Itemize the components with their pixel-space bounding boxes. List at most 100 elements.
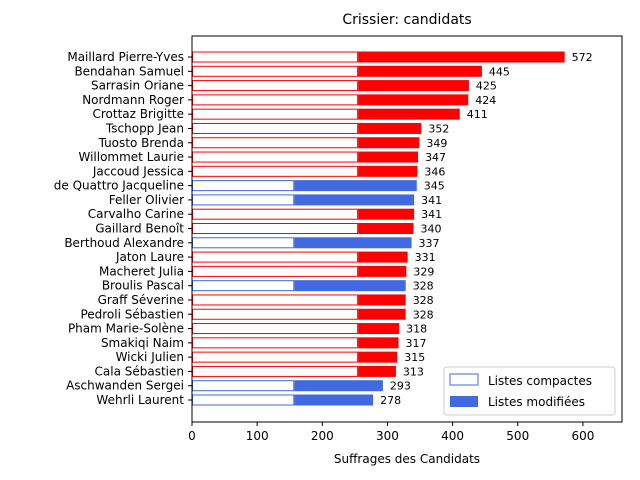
bar-modified — [294, 280, 406, 292]
x-axis-label: Suffrages des Candidats — [334, 452, 480, 466]
bar-compact — [192, 80, 359, 92]
bar-compact — [192, 365, 359, 377]
bar-modified — [358, 323, 400, 335]
bar-modified — [358, 337, 399, 349]
y-tick-label: Wehrli Laurent — [96, 393, 184, 407]
x-axis: 0 100 200 300 400 500 600 — [188, 422, 594, 443]
bar-modified — [358, 122, 422, 134]
bar-modified — [358, 165, 418, 177]
bar-value-label: 328 — [413, 308, 434, 321]
chart-title: Crissier: candidats — [342, 12, 471, 28]
legend-label-modified: Listes modifiées — [488, 395, 585, 409]
bar-compact — [192, 122, 359, 134]
bar-value-label: 445 — [489, 65, 510, 78]
bar-compact — [192, 223, 359, 234]
y-tick-label: Berthoud Alexandre — [64, 236, 184, 250]
bar-modified — [358, 94, 469, 106]
legend-label-compact: Listes compactes — [488, 374, 592, 388]
y-tick-label: Jaccoud Jessica — [92, 164, 184, 178]
y-tick-label: Tuosto Brenda — [98, 136, 184, 150]
legend-swatch-compact — [449, 373, 479, 386]
bar-compact — [192, 137, 359, 149]
bar-modified — [358, 365, 396, 377]
bar-value-label: 317 — [406, 337, 427, 350]
bar-compact — [192, 51, 359, 63]
y-tick-label: Jaton Laure — [115, 250, 184, 264]
y-tick-label: Carvalho Carine — [88, 207, 184, 221]
bar-value-label: 328 — [413, 294, 434, 307]
x-tick-label: 0 — [188, 429, 196, 443]
bar-value-label: 318 — [406, 323, 427, 336]
y-tick-label: Bendahan Samuel — [74, 64, 184, 78]
bar-compact — [192, 380, 295, 392]
bar-value-label: 313 — [403, 365, 424, 378]
bar-value-label: 349 — [426, 137, 447, 150]
legend: Listes compactes Listes modifiées — [443, 366, 616, 416]
bar-value-label: 329 — [413, 265, 434, 278]
bar-modified — [358, 151, 419, 163]
bar-compact — [192, 94, 359, 106]
y-tick-label: Graff Séverine — [98, 293, 184, 307]
y-tick-label: Gaillard Benoît — [95, 222, 184, 236]
bar-compact — [192, 194, 295, 206]
bar-value-label: 341 — [421, 194, 442, 207]
bar-value-label: 315 — [404, 351, 425, 364]
bar-modified — [358, 108, 460, 120]
bar-modified — [358, 308, 406, 320]
bar-compact — [192, 265, 359, 277]
bar-modified — [358, 65, 482, 77]
bar-compact — [192, 394, 295, 406]
bar-value-label: 337 — [419, 237, 440, 250]
bar-compact — [192, 323, 359, 335]
bar-compact — [192, 208, 359, 220]
bar-value-label: 424 — [475, 94, 496, 107]
bar-value-label: 341 — [421, 208, 442, 221]
bar-value-label: 347 — [425, 151, 446, 164]
bar-modified — [358, 208, 415, 220]
bar-value-label: 331 — [415, 251, 436, 264]
y-tick-label: de Quattro Jacqueline — [54, 179, 184, 193]
bar-compact — [192, 180, 295, 192]
x-tick-label: 400 — [441, 429, 464, 443]
bar-value-label: 328 — [413, 280, 434, 293]
bar-compact — [192, 280, 295, 292]
legend-swatch-modified — [450, 396, 478, 407]
bar-value-label: 572 — [572, 51, 593, 64]
bar-compact — [192, 108, 359, 120]
bar-value-label: 425 — [476, 80, 497, 93]
bar-compact — [192, 165, 359, 177]
legend-box — [443, 366, 616, 416]
bar-modified — [358, 80, 469, 92]
bar-value-label: 293 — [390, 380, 411, 393]
bar-modified — [358, 351, 398, 363]
bar-value-label: 411 — [467, 108, 488, 121]
plot-frame — [191, 35, 623, 423]
bar-modified — [294, 237, 412, 249]
bar-value-label: 345 — [424, 180, 445, 193]
bar-modified — [294, 394, 374, 406]
y-tick-label: Feller Olivier — [109, 193, 184, 207]
bar-compact — [192, 308, 359, 320]
x-tick-label: 300 — [376, 429, 399, 443]
y-tick-label: Wicki Julien — [116, 350, 184, 364]
y-tick-label: Broulis Pascal — [102, 279, 184, 293]
x-tick-label: 200 — [311, 429, 334, 443]
y-tick-label: Sarrasin Oriane — [91, 79, 184, 93]
y-tick-label: Smakiqi Naim — [101, 336, 184, 350]
bar-compact — [192, 237, 295, 249]
bar-modified — [294, 180, 417, 192]
bar-compact — [192, 351, 359, 363]
bar-compact — [192, 251, 359, 263]
bar-value-label: 352 — [428, 122, 449, 135]
x-tick-label: 500 — [506, 429, 529, 443]
y-tick-label: Pham Marie-Solène — [68, 322, 184, 336]
bar-modified — [294, 194, 415, 206]
bar-modified — [358, 294, 406, 306]
bar-modified — [358, 51, 565, 63]
y-tick-label: Cala Sébastien — [95, 364, 184, 378]
y-tick-label: Macheret Julia — [99, 264, 184, 278]
bar-modified — [358, 265, 407, 277]
bar-value-label: 340 — [421, 223, 442, 236]
